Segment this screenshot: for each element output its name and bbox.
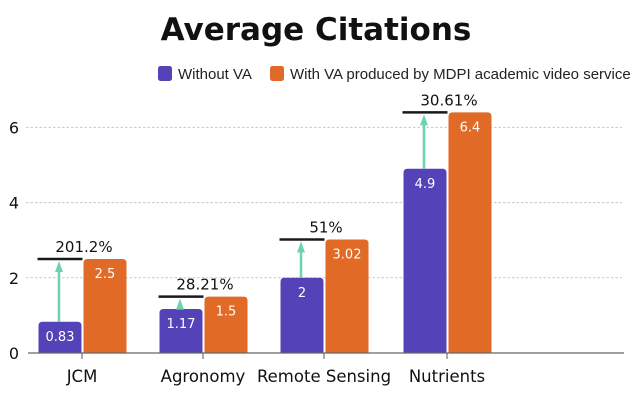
bar-without-va — [159, 309, 203, 353]
x-category-label: Remote Sensing — [257, 367, 391, 386]
annotation-arrow-head — [297, 241, 305, 253]
legend-swatch-0 — [158, 66, 172, 81]
bar-without-va — [38, 321, 82, 353]
bar-value-label: 6.4 — [460, 120, 481, 135]
legend: Without VA With VA produced by MDPI acade… — [158, 66, 631, 83]
x-category-label: Agronomy — [161, 367, 246, 386]
grid — [26, 126, 622, 279]
annotation-percent-label: 28.21% — [176, 276, 233, 294]
annotations: 201.2% 28.21% 51% 30.61% — [37, 91, 478, 322]
bar-value-label: 1.17 — [167, 317, 196, 332]
y-tick-label: 2 — [9, 269, 19, 288]
x-category-label: Nutrients — [409, 367, 485, 386]
bar-with-va — [325, 239, 369, 353]
annotation-percent-label: 51% — [309, 218, 342, 236]
legend-swatch-1 — [270, 66, 284, 81]
annotation-arrow-head — [55, 261, 63, 272]
bars: 0.83 2.5 1.17 1.5 2 3.02 4.9 6.4 — [38, 112, 492, 353]
y-axis: 0 2 4 6 — [9, 118, 19, 363]
legend-label-0: Without VA — [178, 66, 252, 83]
bar-value-label: 1.5 — [216, 305, 237, 320]
bar-without-va — [403, 168, 447, 353]
y-tick-label: 0 — [9, 344, 19, 363]
bar-without-va — [280, 277, 324, 353]
legend-label-1: With VA produced by MDPI academic video … — [290, 66, 631, 83]
bar-with-va — [204, 296, 248, 353]
x-axis: JCM Agronomy Remote Sensing Nutrients — [28, 352, 624, 386]
bar-value-label: 4.9 — [415, 177, 436, 192]
bar-value-label: 3.02 — [333, 247, 362, 262]
annotation-arrow-head — [420, 114, 428, 126]
chart-title: Average Citations — [161, 12, 472, 48]
y-tick-label: 6 — [9, 118, 19, 137]
bar-value-label: 0.83 — [46, 330, 75, 345]
y-tick-label: 4 — [9, 194, 19, 213]
annotation-percent-label: 30.61% — [420, 91, 477, 109]
bar-with-va — [83, 259, 127, 353]
annotation-arrow-head — [176, 298, 184, 310]
bar-with-va — [448, 112, 492, 353]
x-category-label: JCM — [66, 367, 98, 386]
bar-value-label: 2.5 — [95, 267, 116, 282]
annotation-percent-label: 201.2% — [55, 238, 112, 256]
bar-value-label: 2 — [298, 286, 306, 301]
